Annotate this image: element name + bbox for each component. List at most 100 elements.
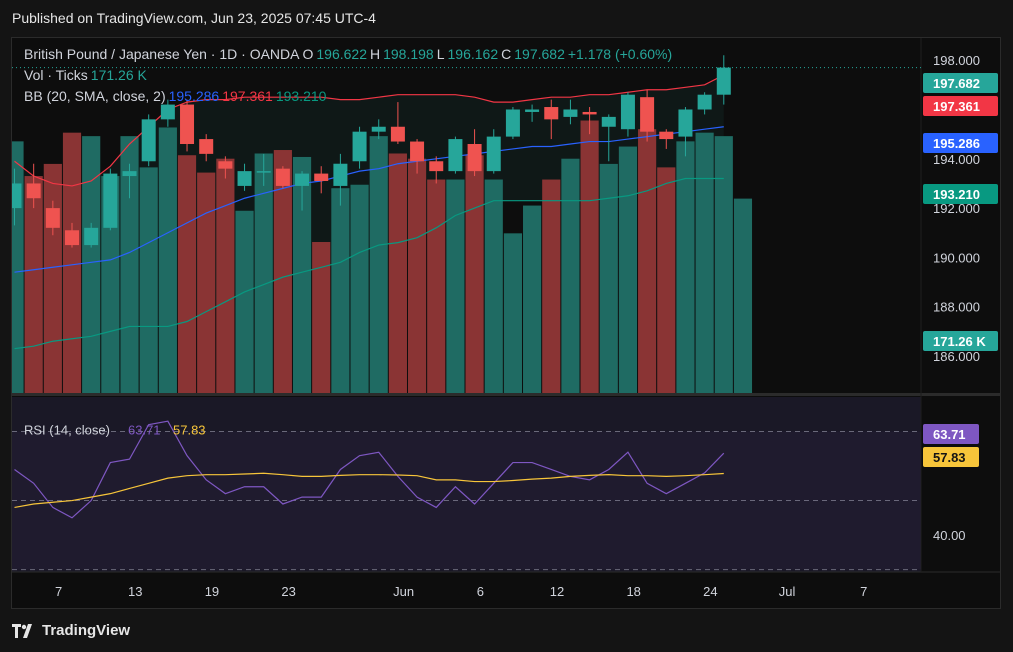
candle-body	[486, 136, 501, 172]
time-tick-label: Jul	[779, 584, 796, 599]
volume-bar	[599, 163, 618, 393]
candle-body	[199, 139, 214, 154]
candle-body	[26, 183, 41, 199]
legend-change: +1.178 (+0.60%)	[568, 46, 672, 62]
volume-bar	[82, 136, 101, 393]
legend-bb-middle: 195.286	[169, 88, 220, 104]
candle-body	[65, 230, 80, 246]
candle-body	[180, 104, 195, 145]
rsi-value: 63.71	[128, 423, 161, 438]
bollinger-bb-low-line	[14, 177, 724, 350]
rsi-label: RSI (14, close)	[24, 423, 110, 438]
candle-body	[659, 131, 674, 140]
candles	[12, 55, 921, 248]
candle-body	[678, 109, 693, 137]
volume-bar	[369, 136, 388, 393]
time-tick-label: 23	[281, 584, 295, 599]
candle-body	[237, 171, 252, 186]
volume-bar	[542, 179, 561, 393]
volume-bar	[733, 198, 753, 393]
legend: British Pound / Japanese Yen · 1D · OAND…	[24, 46, 672, 104]
candle-body	[505, 109, 520, 137]
legend-close-value: 197.682	[514, 46, 565, 62]
time-tick-label: 24	[703, 584, 717, 599]
bollinger-lines	[14, 74, 725, 350]
volume-bar	[331, 188, 350, 393]
price-tick-label: 190.000	[933, 250, 980, 265]
candle-body	[563, 109, 578, 117]
volume-bar	[43, 163, 62, 393]
volume-bar	[197, 172, 216, 393]
candle-body	[141, 119, 156, 162]
volume-bar	[24, 176, 43, 393]
volume-badge: 171.26 K	[933, 334, 986, 349]
published-caption: Published on TradingView.com, Jun 23, 20…	[12, 10, 376, 26]
candle-body	[582, 111, 597, 115]
volume-bar	[523, 205, 542, 393]
candle-body	[448, 139, 463, 172]
candle-body	[601, 116, 616, 127]
volume-bar	[503, 233, 523, 393]
price-tick-label: 194.000	[933, 152, 980, 167]
rsi-badge: 63.71	[933, 427, 966, 442]
volume-bar	[676, 141, 695, 393]
candle-body	[333, 163, 348, 186]
bollinger-bb-mid-line	[14, 126, 724, 273]
volume-bar	[695, 132, 714, 393]
legend-close-label: C	[501, 46, 511, 62]
price-tick-label: 192.000	[933, 201, 980, 216]
price-axis: 186.000188.000190.000192.000194.000196.0…	[923, 53, 998, 543]
legend-low-label: L	[437, 46, 445, 62]
volume-bar	[216, 158, 235, 393]
legend-symbol: British Pound / Japanese Yen · 1D · OAND…	[24, 46, 300, 62]
candle-body	[45, 208, 60, 228]
time-tick-label: 7	[55, 584, 62, 599]
candle-body	[314, 173, 329, 181]
footer-brand: TradingView	[42, 622, 131, 639]
legend-bb-label: BB (20, SMA, close, 2)	[24, 88, 166, 104]
volume-bar	[292, 156, 312, 393]
bb-upper-badge: 197.361	[933, 99, 980, 114]
candle-body	[218, 161, 233, 169]
candle-body	[620, 94, 635, 130]
candle-body	[640, 97, 655, 132]
volume-bar	[638, 129, 657, 393]
candle-body	[371, 126, 386, 132]
time-tick-label: Jun	[393, 584, 414, 599]
volume-bar	[427, 179, 446, 393]
bb-lower-badge: 193.210	[933, 187, 980, 202]
candle-body	[275, 168, 290, 186]
volume-bar	[101, 176, 120, 393]
grid	[12, 38, 1000, 573]
time-tick-label: 19	[205, 584, 219, 599]
bb-middle-badge-bg	[923, 133, 998, 153]
volume-bar	[254, 153, 273, 393]
candle-body	[410, 141, 425, 162]
candle-body	[160, 104, 175, 120]
time-tick-label: 6	[477, 584, 484, 599]
rsi-tick-label: 40.00	[933, 528, 966, 543]
bollinger-bb-up-line	[14, 74, 725, 187]
candle-body	[122, 171, 137, 177]
rsi-pane-background	[12, 397, 921, 572]
volume-bar	[139, 167, 158, 393]
chart-frame[interactable]: RSI (14, close) 63.71 57.83 186.000 188.000…	[11, 37, 1001, 609]
rsi-rsi-line	[14, 420, 725, 519]
candle-body	[716, 67, 731, 95]
legend-volume-label: Vol · Ticks	[24, 67, 88, 83]
volume-bar	[484, 179, 503, 393]
candle-body	[256, 171, 271, 173]
chart-canvas[interactable]: RSI (14, close) 63.71 57.83 186.000 188.000…	[12, 38, 1000, 608]
volume-bars	[12, 120, 753, 394]
legend-high-label: H	[370, 46, 380, 62]
volume-bar	[158, 127, 177, 394]
bb-lower-badge-bg	[923, 184, 998, 204]
legend-high-value: 198.198	[383, 46, 434, 62]
candle-body	[295, 173, 310, 186]
tradingview-logo[interactable]: TradingView	[12, 622, 130, 639]
volume-bar	[312, 242, 331, 393]
volume-bar	[350, 184, 369, 393]
rsi-pane: RSI (14, close) 63.71 57.83	[12, 420, 921, 571]
time-tick-label: 18	[626, 584, 640, 599]
rsi-ma-badge-bg	[923, 447, 979, 467]
